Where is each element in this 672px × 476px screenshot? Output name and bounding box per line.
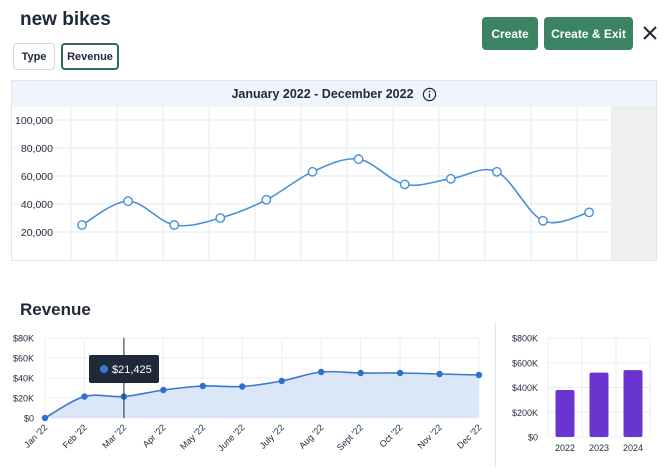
x-tick-label: 2022 [555,443,575,453]
panel-divider [495,322,496,468]
date-range-label: January 2022 - December 2022 [231,87,414,101]
data-point [436,370,443,378]
y-tick-label: 60,000 [21,171,53,183]
data-point [261,194,272,205]
bar [589,372,609,437]
x-tick-label: Apr '22 [141,422,168,449]
page-title: new bikes [20,9,111,30]
data-point [445,173,456,184]
y-tick-label: $60K [13,354,34,364]
data-point [77,220,87,230]
series-line [81,158,590,227]
y-tick-label: $80K [13,334,34,344]
tooltip-marker [100,365,108,373]
y-tick-label: 40,000 [21,199,53,211]
data-point [123,196,134,207]
y-tick-label: $200K [512,408,538,418]
y-tick-label: 80,000 [21,143,53,155]
close-icon[interactable] [640,23,660,43]
y-tick-label: $600K [512,358,538,368]
data-point [307,166,318,177]
data-point [169,220,180,230]
data-point [399,179,410,190]
tooltip-box [89,355,159,383]
tooltip: $21,425 [89,355,159,383]
main-line-chart: 100,000 80,000 60,000 40,000 20,000 [11,106,656,260]
data-point [41,414,49,422]
tooltip-value: $21,425 [112,364,152,376]
data-point [357,369,364,377]
data-point [160,386,167,394]
bar [623,370,643,437]
y-tick-label: $20K [13,394,34,404]
x-tick-label: Aug '22 [297,422,325,450]
tab-revenue[interactable]: Revenue [61,43,119,70]
data-point [475,371,483,379]
x-tick-label: July '22 [258,422,286,450]
data-point [317,368,325,376]
x-tick-label: Sept '22 [335,422,365,452]
y-tick-label: $0 [24,414,34,424]
info-icon[interactable] [422,87,437,102]
data-point [584,207,594,218]
revenue-section-title: Revenue [20,300,91,319]
yearly-revenue-bar-chart: $800K $600K $400K $200K $0 2022 2023 2024 [512,334,651,453]
data-point [215,213,226,223]
data-point [199,382,207,390]
y-tick-label: 20,000 [21,227,53,239]
x-tick-label: Nov '22 [416,422,444,450]
bar [555,389,575,437]
x-tick-label: Oct '22 [377,422,404,449]
chart-date-range-header: January 2022 - December 2022 [12,81,656,107]
data-point [81,393,88,400]
x-tick-label: 2024 [623,443,643,453]
data-point [491,166,502,177]
x-tick-label: Mar '22 [100,422,128,450]
y-tick-label: $400K [512,383,538,393]
x-tick-label: Feb '22 [61,422,89,450]
y-tick-label: 100,000 [15,115,53,127]
future-period-band [611,106,656,260]
data-point [353,154,364,165]
y-tick-label: $40K [13,374,34,384]
data-point [239,383,246,390]
data-point [278,377,285,385]
data-point [396,369,404,377]
create-button[interactable]: Create [482,17,538,50]
x-tick-label: 2023 [589,443,609,453]
data-point [538,215,548,226]
tab-type[interactable]: Type [13,43,55,70]
x-tick-label: Jan '22 [22,422,49,449]
x-tick-label: May '22 [178,422,207,451]
x-tick-label: June '22 [216,422,247,453]
x-tick-label: Dec '22 [455,422,483,450]
create-and-exit-button[interactable]: Create & Exit [544,17,633,50]
y-tick-label: $0 [528,433,538,443]
timeline-chart-panel: January 2022 - December 2022 [11,80,657,261]
y-tick-label: $800K [512,334,538,344]
series-area [45,371,479,418]
series-line [44,370,480,419]
